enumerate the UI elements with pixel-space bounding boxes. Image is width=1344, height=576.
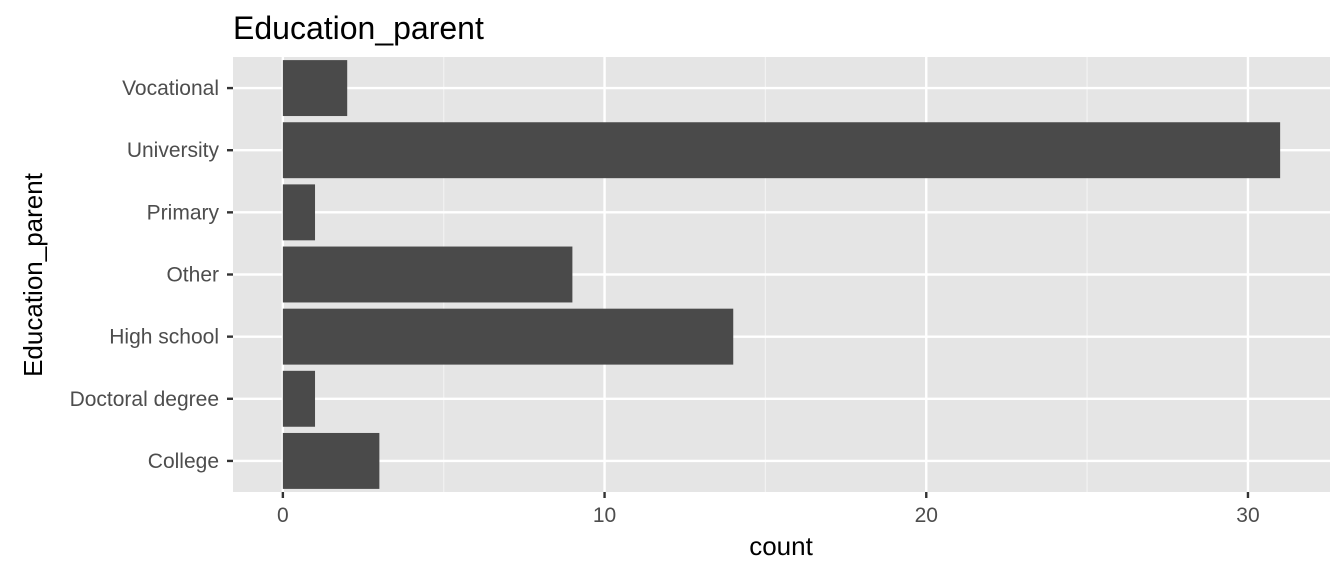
y-tick-label: Vocational bbox=[122, 77, 219, 100]
bars bbox=[282, 60, 1281, 489]
bar-other bbox=[282, 246, 573, 303]
bar-high-school bbox=[282, 308, 734, 365]
x-tick-label: 10 bbox=[593, 504, 616, 527]
y-axis-title: Education_parent bbox=[18, 172, 48, 377]
y-axis: College Doctoral degree High school Other Pr… bbox=[70, 77, 233, 473]
x-axis-title: count bbox=[749, 531, 813, 561]
x-tick-label: 30 bbox=[1236, 504, 1259, 527]
bar-vocational bbox=[282, 60, 348, 117]
y-tick-label: Doctoral degree bbox=[70, 388, 219, 411]
y-tick-label: Primary bbox=[147, 201, 220, 224]
bar-primary bbox=[282, 184, 316, 241]
bar-university bbox=[282, 122, 1281, 179]
y-tick-label: University bbox=[127, 139, 220, 162]
x-axis: 0 10 20 30 bbox=[277, 492, 1260, 527]
y-tick-label: High school bbox=[109, 326, 219, 349]
y-tick-label: College bbox=[148, 450, 219, 473]
x-tick-label: 20 bbox=[915, 504, 938, 527]
x-tick-label: 0 bbox=[277, 504, 289, 527]
chart-title: Education_parent bbox=[233, 10, 484, 46]
bar-doctoral-degree bbox=[282, 370, 316, 427]
y-tick-label: Other bbox=[166, 264, 219, 287]
bar-college bbox=[282, 432, 380, 489]
